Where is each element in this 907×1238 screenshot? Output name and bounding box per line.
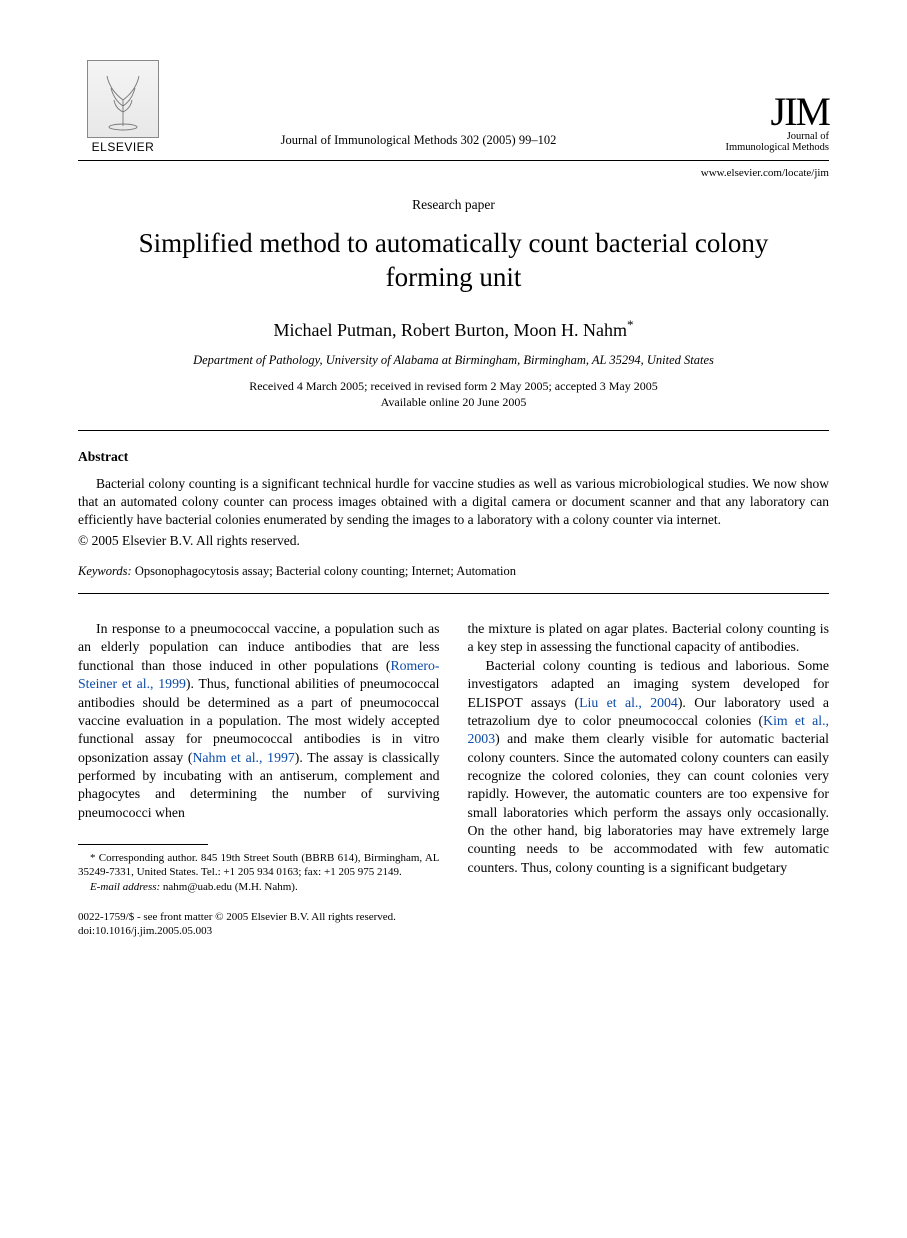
journal-subtitle: Journal of Immunological Methods bbox=[669, 131, 829, 154]
right-column: the mixture is plated on agar plates. Ba… bbox=[468, 620, 830, 894]
journal-url: www.elsevier.com/locate/jim bbox=[78, 167, 829, 179]
abstract-copyright: © 2005 Elsevier B.V. All rights reserved… bbox=[78, 532, 829, 550]
abstract-body: Bacterial colony counting is a significa… bbox=[78, 475, 829, 550]
divider-top bbox=[78, 430, 829, 431]
journal-logo-text: JIM bbox=[669, 95, 829, 129]
right-para-1: the mixture is plated on agar plates. Ba… bbox=[468, 620, 830, 657]
keywords-line: Keywords: Opsonophagocytosis assay; Bact… bbox=[78, 564, 829, 579]
doi-line: doi:10.1016/j.jim.2005.05.003 bbox=[78, 925, 212, 937]
journal-reference: Journal of Immunological Methods 302 (20… bbox=[168, 133, 669, 154]
corresponding-mark: * bbox=[627, 317, 634, 332]
publisher-logo-block: ELSEVIER bbox=[78, 60, 168, 154]
footnote-separator bbox=[78, 844, 208, 845]
dates-received: Received 4 March 2005; received in revis… bbox=[249, 379, 658, 393]
l-p1a: In response to a pneumococcal vaccine, a… bbox=[78, 621, 440, 673]
elsevier-tree-icon bbox=[87, 60, 159, 138]
r-p2c: ) and make them clearly visible for auto… bbox=[468, 731, 830, 874]
issn-line: 0022-1759/$ - see front matter © 2005 El… bbox=[78, 911, 396, 923]
abstract-heading: Abstract bbox=[78, 449, 829, 465]
footnote-email-label: E-mail address: bbox=[90, 881, 160, 893]
left-para-1: In response to a pneumococcal vaccine, a… bbox=[78, 620, 440, 822]
divider-bottom bbox=[78, 593, 829, 594]
front-matter-line: 0022-1759/$ - see front matter © 2005 El… bbox=[78, 910, 829, 939]
footnote-email: nahm@uab.edu (M.H. Nahm). bbox=[160, 881, 298, 893]
dates-online: Available online 20 June 2005 bbox=[381, 395, 527, 409]
abstract-text: Bacterial colony counting is a significa… bbox=[78, 475, 829, 528]
body-columns: In response to a pneumococcal vaccine, a… bbox=[78, 620, 829, 894]
paper-title: Simplified method to automatically count… bbox=[118, 227, 789, 295]
keywords-label: Keywords: bbox=[78, 564, 132, 578]
affiliation: Department of Pathology, University of A… bbox=[78, 353, 829, 368]
dates-block: Received 4 March 2005; received in revis… bbox=[78, 378, 829, 410]
footnote-block: * Corresponding author. 845 19th Street … bbox=[78, 851, 440, 894]
publisher-label: ELSEVIER bbox=[92, 140, 155, 154]
right-para-2: Bacterial colony counting is tedious and… bbox=[468, 657, 830, 877]
citation-liu[interactable]: Liu et al., 2004 bbox=[579, 695, 678, 710]
journal-sub-line2: Immunological Methods bbox=[725, 142, 829, 153]
page-header: ELSEVIER Journal of Immunological Method… bbox=[78, 60, 829, 161]
footnote-corresponding: * Corresponding author. 845 19th Street … bbox=[78, 851, 440, 880]
footnote-email-line: E-mail address: nahm@uab.edu (M.H. Nahm)… bbox=[78, 880, 440, 894]
keywords-text: Opsonophagocytosis assay; Bacterial colo… bbox=[132, 564, 516, 578]
authors-names: Michael Putman, Robert Burton, Moon H. N… bbox=[274, 320, 627, 340]
left-column: In response to a pneumococcal vaccine, a… bbox=[78, 620, 440, 894]
authors-line: Michael Putman, Robert Burton, Moon H. N… bbox=[78, 317, 829, 341]
citation-nahm[interactable]: Nahm et al., 1997 bbox=[192, 750, 294, 765]
journal-sub-line1: Journal of bbox=[787, 131, 829, 142]
paper-type: Research paper bbox=[78, 197, 829, 213]
journal-logo-block: JIM Journal of Immunological Methods bbox=[669, 95, 829, 154]
